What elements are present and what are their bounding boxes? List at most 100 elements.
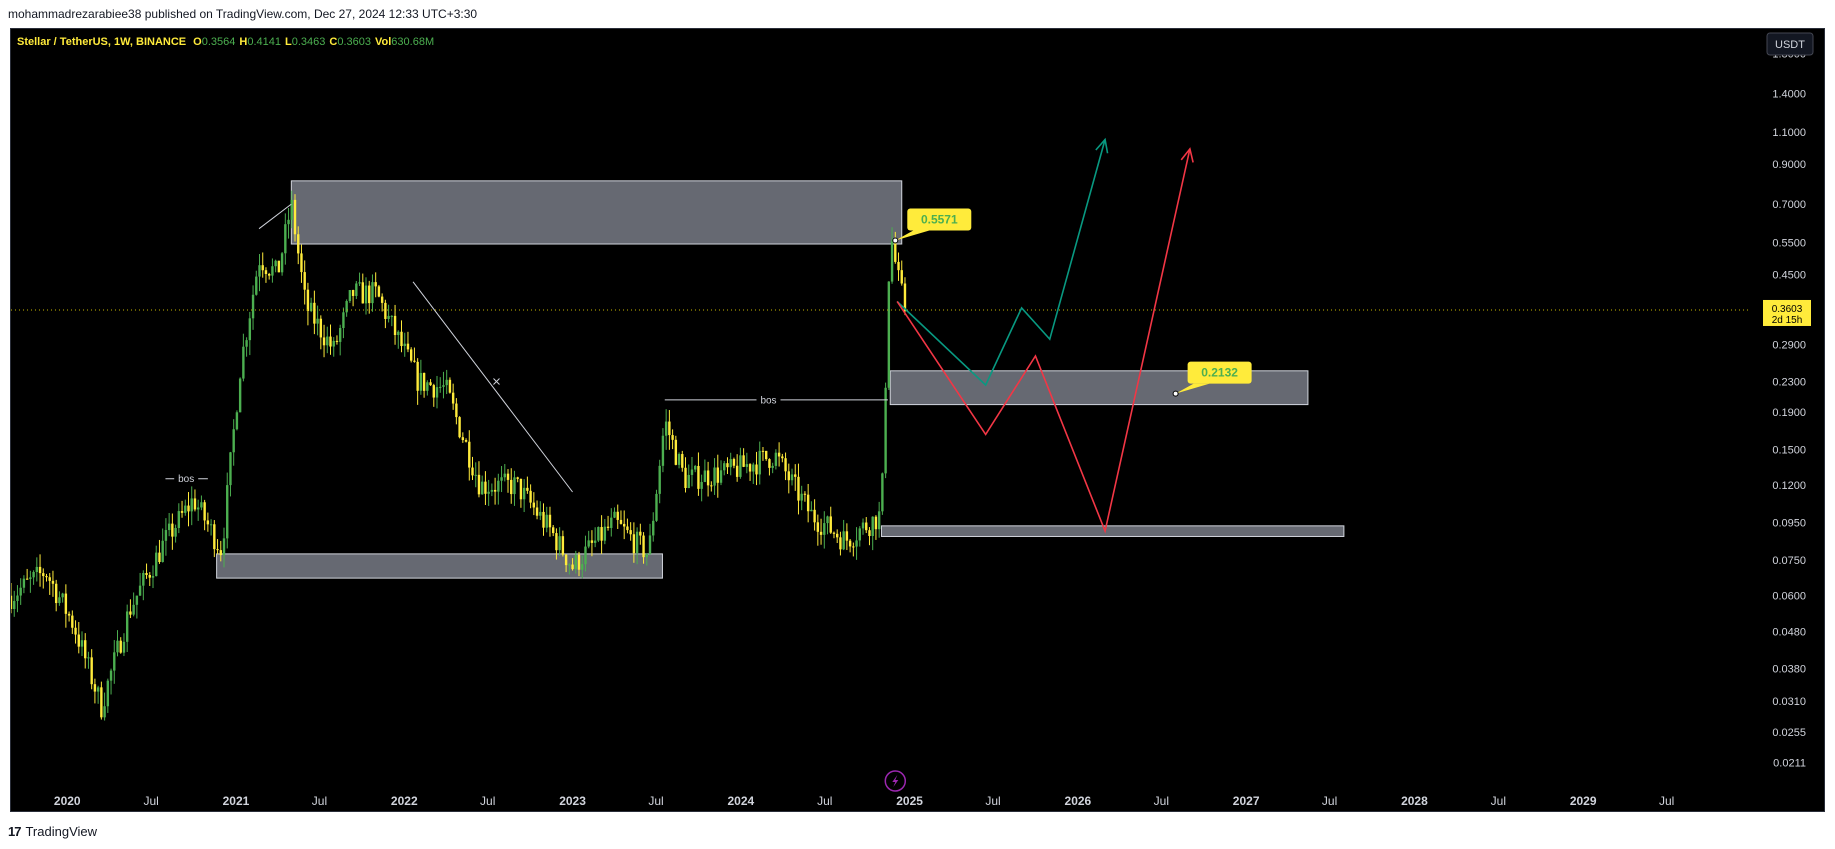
candle-body <box>474 474 477 476</box>
y-tick-label: 0.5500 <box>1772 238 1806 250</box>
candle <box>96 685 100 704</box>
candle <box>54 579 58 612</box>
candle <box>400 320 403 353</box>
candle-body <box>852 546 855 548</box>
candle-body <box>761 450 765 452</box>
candle <box>426 380 429 396</box>
candle-body <box>897 261 900 271</box>
candle <box>577 551 581 577</box>
candle-body <box>319 318 323 338</box>
candle <box>513 470 516 506</box>
candle <box>894 231 897 264</box>
candle <box>316 305 319 336</box>
projection-paths <box>896 137 1194 534</box>
candle-body <box>619 519 623 524</box>
currency-button[interactable]: USDT <box>1766 32 1814 56</box>
candle-body <box>322 337 326 346</box>
candle-body <box>38 566 42 574</box>
candle-body <box>794 474 797 477</box>
lightning-icon <box>884 770 907 792</box>
candle-body <box>529 490 532 503</box>
candle-body <box>480 481 484 495</box>
candle <box>755 451 758 486</box>
candle <box>781 453 784 463</box>
current-price-badge <box>1763 299 1811 326</box>
candle <box>335 335 339 345</box>
candle-body <box>403 343 406 347</box>
symbol-name[interactable]: Stellar / TetherUS, 1W, BINANCE <box>17 36 189 48</box>
candle-body <box>351 290 355 296</box>
zone-0 <box>290 180 903 245</box>
candle <box>848 538 852 553</box>
candle <box>306 282 310 326</box>
candle <box>719 460 723 486</box>
candle <box>468 430 471 481</box>
candle <box>374 272 377 298</box>
tradingview-footer[interactable]: 17 TradingView <box>8 820 97 842</box>
bos-label-bg-1 <box>756 393 781 406</box>
candle <box>129 599 132 619</box>
candle <box>616 504 619 529</box>
candle-body <box>451 392 455 404</box>
candle <box>697 452 700 496</box>
candle <box>390 315 394 327</box>
candle-body <box>280 253 284 273</box>
candle-body <box>261 265 264 271</box>
candle-body <box>865 522 868 531</box>
price-labels: 0.5571 0.2132 <box>892 208 1252 397</box>
x-tick-label: Jul <box>817 794 832 808</box>
candle-body <box>645 553 648 558</box>
candle <box>87 651 90 669</box>
candle-body <box>409 349 413 361</box>
candle-body <box>723 463 726 471</box>
candle <box>109 668 113 695</box>
candle-body <box>290 199 293 220</box>
callout-text: 0.5571 <box>921 213 958 227</box>
candle-body <box>468 441 471 468</box>
candle-body <box>19 587 22 596</box>
candle <box>836 529 839 544</box>
candle-body <box>297 234 300 254</box>
candle-body <box>384 302 387 319</box>
candle <box>603 519 607 545</box>
y-tick-label: 0.1200 <box>1772 480 1806 492</box>
candle <box>471 456 474 481</box>
candle <box>842 519 845 551</box>
candle <box>293 194 297 242</box>
candle <box>232 419 235 466</box>
candle-body <box>432 385 435 398</box>
candle <box>338 324 342 356</box>
ohlc-value: 0.3463 <box>292 36 326 48</box>
candle-body <box>161 540 164 563</box>
candle-body <box>42 573 45 577</box>
candle <box>487 479 490 506</box>
candle <box>442 371 445 399</box>
candle-body <box>519 478 523 500</box>
candle <box>639 523 642 545</box>
candle-body <box>758 450 761 475</box>
candle <box>245 337 248 357</box>
candle <box>597 526 600 543</box>
candle-body <box>338 328 342 342</box>
candle-body <box>251 294 255 319</box>
candle <box>529 484 532 509</box>
candle-body <box>710 485 713 487</box>
candle <box>377 284 381 298</box>
candle <box>58 591 61 606</box>
candle <box>629 522 632 541</box>
candle-body <box>887 281 891 388</box>
candle-body <box>845 531 849 541</box>
candle <box>361 273 364 304</box>
candle <box>135 595 139 619</box>
candle-body <box>874 516 878 530</box>
candle <box>332 337 335 357</box>
y-tick-label: 1.1000 <box>1772 127 1806 139</box>
candle <box>800 485 803 511</box>
candle <box>668 410 671 450</box>
candle <box>806 483 810 523</box>
candle <box>739 447 742 479</box>
candle-body <box>77 634 80 647</box>
candle-body <box>393 315 397 336</box>
